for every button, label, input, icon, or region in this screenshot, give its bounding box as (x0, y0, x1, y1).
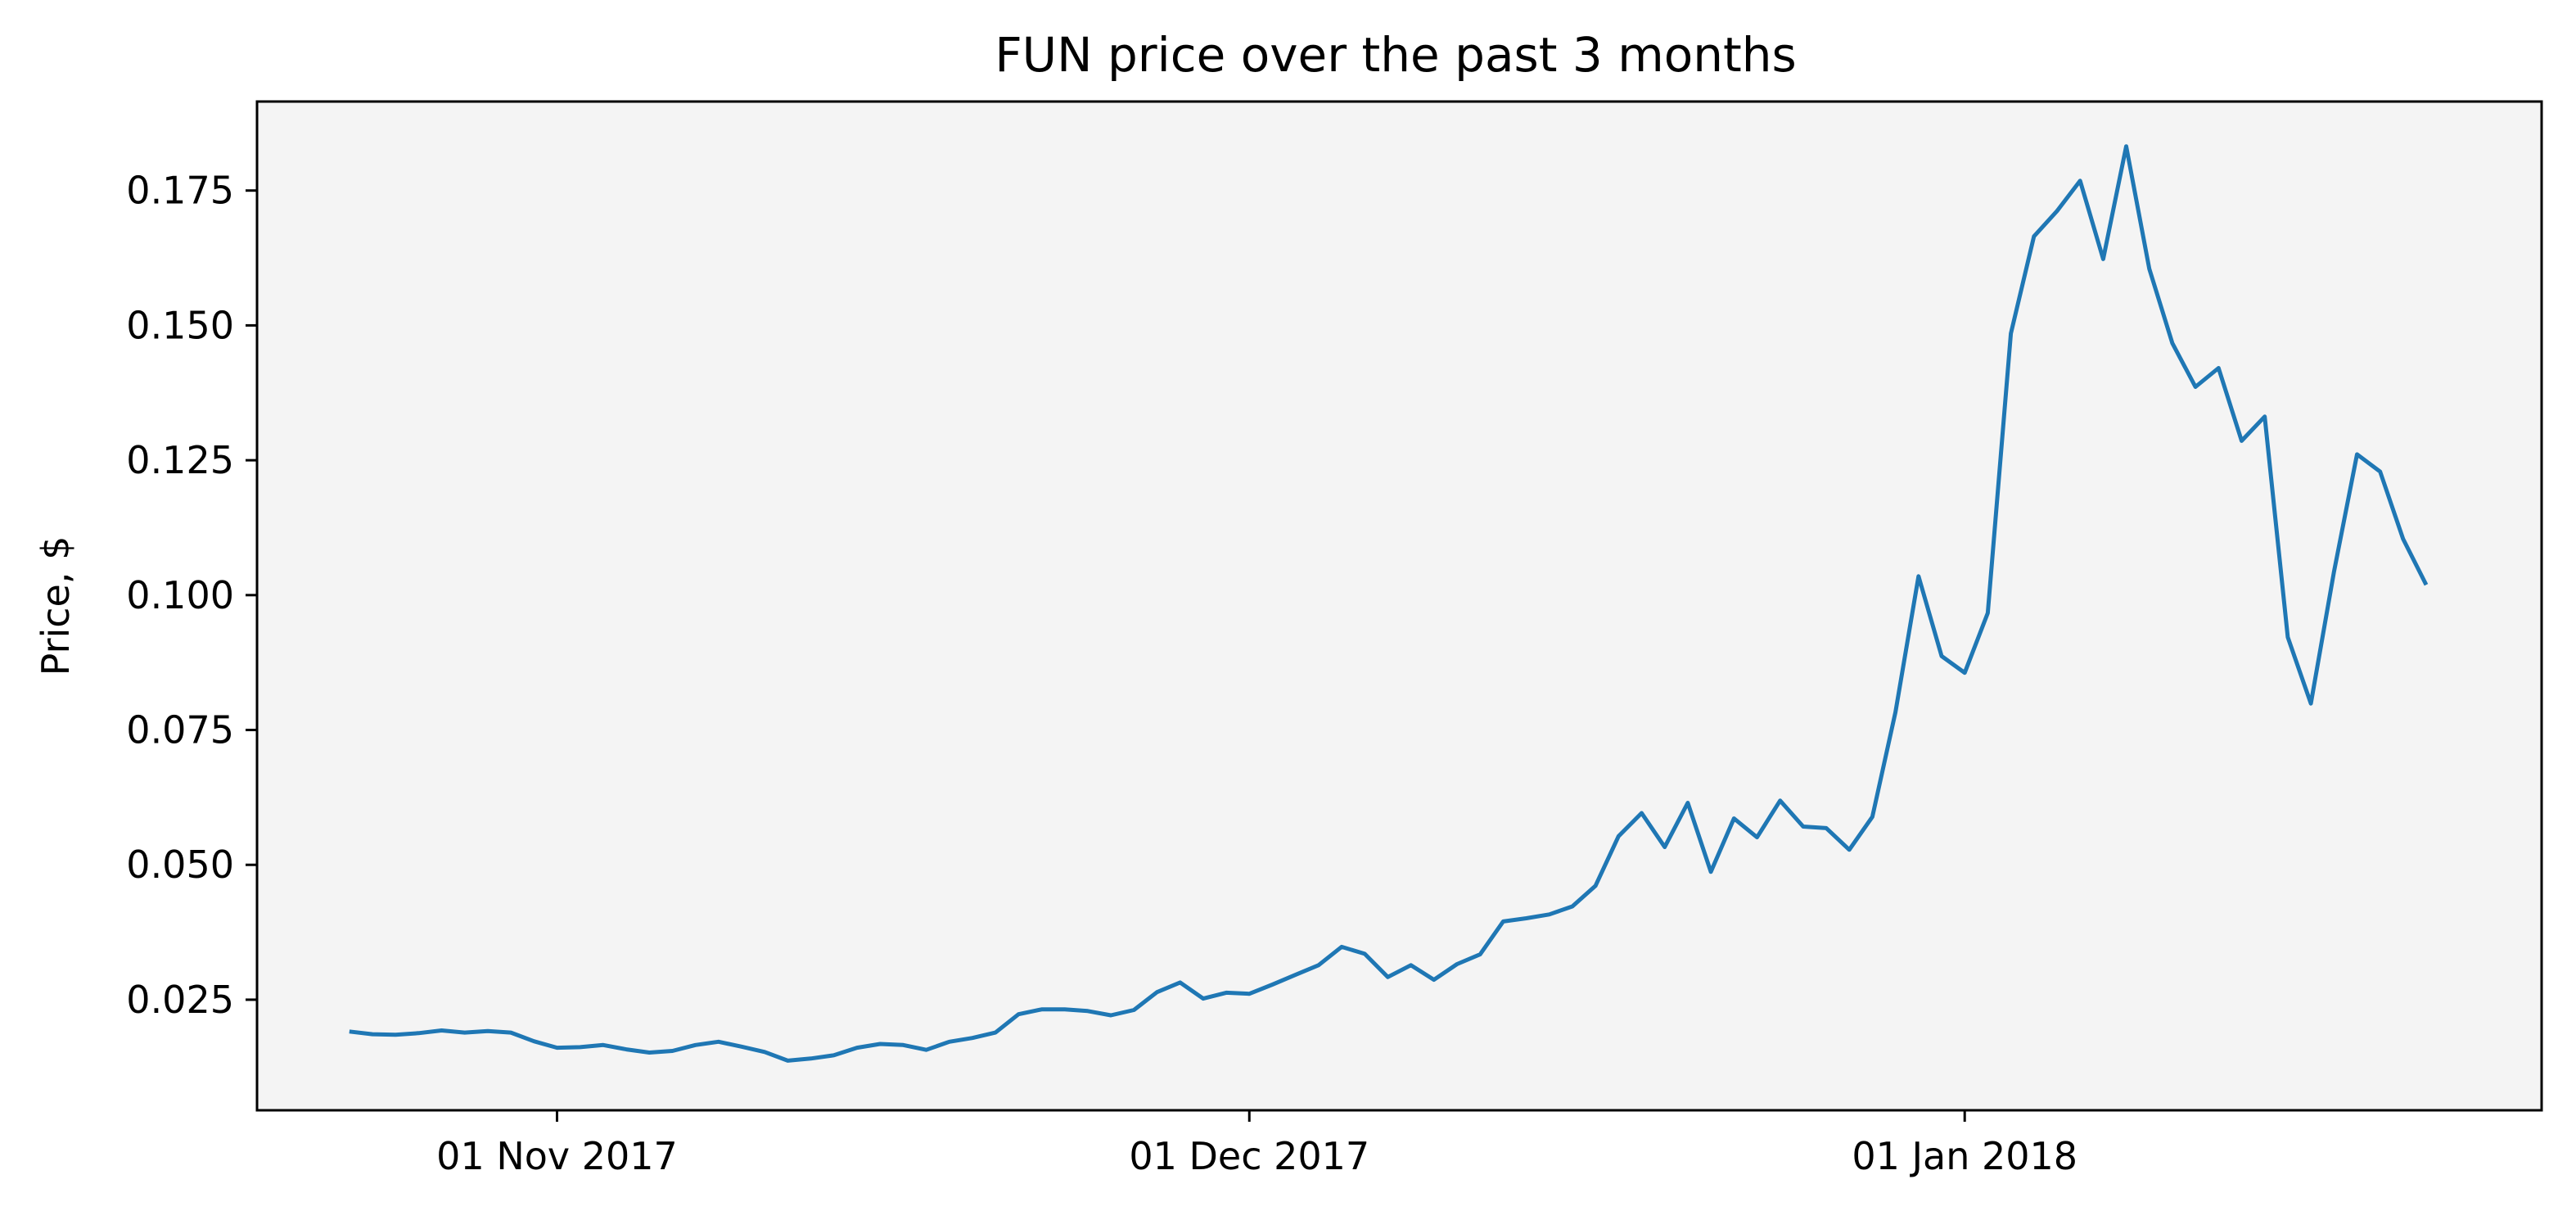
plot-area (257, 102, 2542, 1110)
y-tick-label: 0.150 (126, 303, 234, 347)
x-tick-label: 01 Dec 2017 (1129, 1134, 1369, 1178)
y-tick-label: 0.050 (126, 843, 234, 887)
y-axis-ticks: 0.025 0.050 0.075 0.100 0.125 0.150 0.175 (126, 169, 257, 1022)
y-tick-label: 0.125 (126, 438, 234, 482)
y-tick-label: 0.100 (126, 573, 234, 617)
y-tick-label: 0.075 (126, 708, 234, 752)
y-axis-label: Price, $ (34, 536, 78, 676)
y-tick-label: 0.175 (126, 169, 234, 213)
plot-frame (255, 100, 2543, 1112)
x-axis-ticks: 01 Nov 2017 01 Dec 2017 01 Jan 2018 (436, 1110, 2077, 1178)
chart-title: FUN price over the past 3 months (995, 27, 1796, 83)
x-tick-label: 01 Jan 2018 (1852, 1134, 2077, 1178)
y-tick-label: 0.025 (126, 978, 234, 1022)
price-series-line (349, 144, 2429, 1063)
x-tick-label: 01 Nov 2017 (436, 1134, 678, 1178)
